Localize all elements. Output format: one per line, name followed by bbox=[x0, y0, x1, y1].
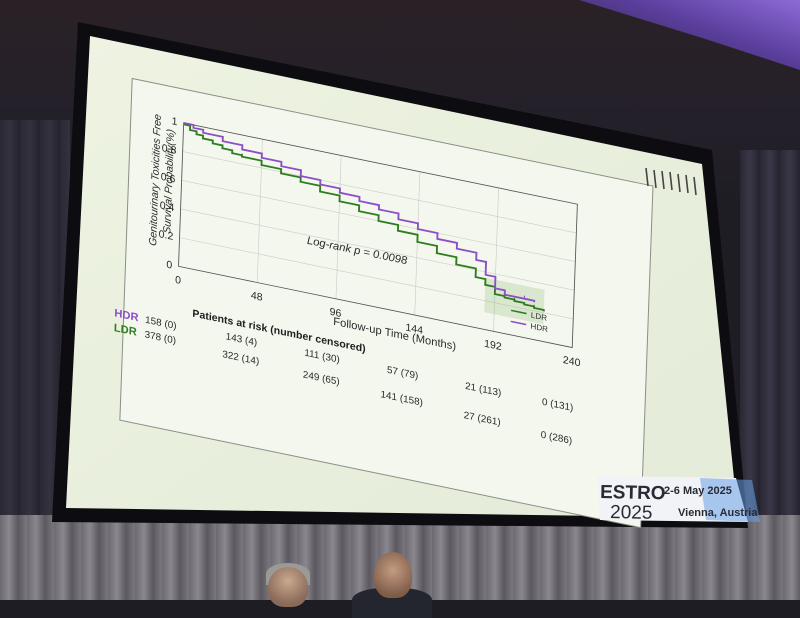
speaker-left bbox=[268, 567, 308, 607]
x-tick-label: 48 bbox=[251, 290, 263, 304]
branding-logo-line2: 2025 bbox=[610, 502, 653, 524]
y-tick-label: 0 bbox=[166, 259, 172, 272]
branding-dates: 2-6 May 2025 bbox=[664, 485, 732, 497]
x-tick-label: 0 bbox=[175, 274, 181, 287]
speaker-right bbox=[374, 552, 412, 598]
y-tick-label: 1 bbox=[171, 115, 177, 128]
branding-location: Vienna, Austria bbox=[678, 507, 758, 519]
